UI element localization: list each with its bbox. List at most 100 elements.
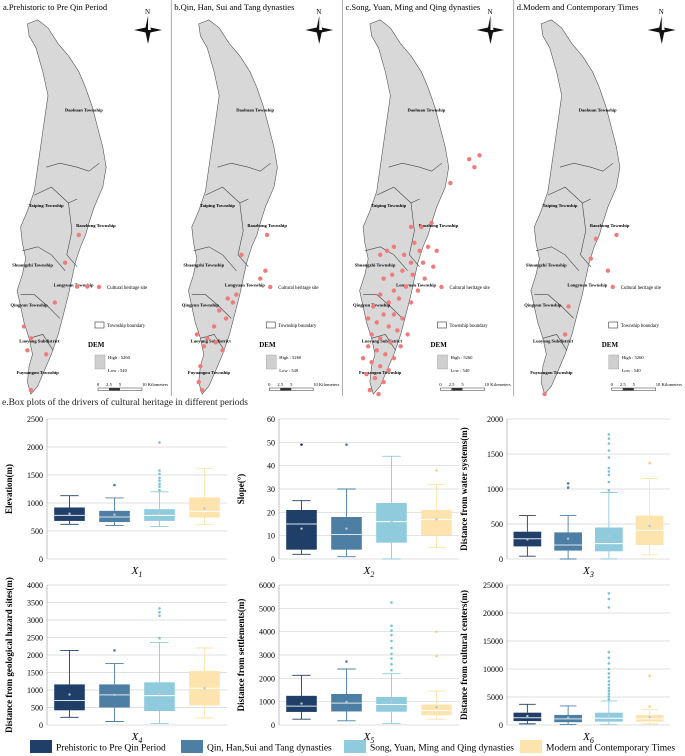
township-boundary-line — [66, 202, 78, 267]
legend-swatch — [344, 740, 366, 753]
y-tick-label: 50 — [267, 438, 275, 447]
outlier-point — [158, 636, 161, 640]
heritage-site-marker — [477, 153, 482, 158]
outlier-point — [607, 689, 611, 693]
township-label: Fuyuangou Township — [359, 370, 402, 375]
scale-tick-label: 10 Kilometers — [313, 382, 339, 387]
heritage-site-marker — [44, 352, 49, 357]
scale-tick-label: 2.5 — [449, 382, 455, 387]
heritage-site-marker — [386, 324, 391, 329]
township-label: Longyuan Township — [567, 283, 607, 288]
outlier-point — [607, 683, 611, 686]
township-label: Luoyang Subdistrict — [19, 338, 60, 343]
township-label: Qingyun Township — [524, 303, 562, 308]
outlier-point — [607, 597, 611, 601]
box-4 — [189, 647, 220, 719]
outlier-point — [158, 485, 161, 489]
x-axis-label: X4 — [131, 731, 143, 745]
township-label: Baozhong Township — [247, 223, 287, 228]
outlier-point — [607, 662, 611, 665]
y-tick-label: 3500 — [27, 599, 43, 608]
outlier-point — [158, 482, 161, 486]
heritage-site-marker — [376, 391, 381, 397]
outlier-point — [607, 606, 611, 609]
box-iqr — [54, 684, 85, 711]
boxplot-X3: 0 500 1000 1500 2000 Distance from water syst… — [459, 415, 670, 579]
box-2 — [554, 482, 582, 560]
township-label: Daohuan Township — [65, 107, 103, 112]
y-tick-label: 10000 — [483, 665, 503, 674]
mean-marker — [300, 702, 303, 705]
heritage-site-marker — [391, 356, 397, 361]
heritage-site-marker — [62, 260, 68, 265]
scale-tick-label: 0 — [439, 382, 442, 387]
outlier-point — [607, 489, 611, 492]
box-4 — [635, 461, 664, 556]
dem-ramp — [266, 354, 277, 370]
heritage-site-marker — [398, 344, 403, 349]
township-label: Luoyang Subdistrict — [191, 338, 232, 343]
box-1 — [286, 674, 317, 720]
heritage-site-marker — [467, 157, 472, 162]
heritage-site-marker — [378, 252, 383, 257]
heritage-site-marker — [369, 332, 374, 337]
legend-boundary-label: Township boundary — [450, 324, 489, 329]
township-boundary-line — [388, 162, 442, 172]
outlier-point — [435, 630, 438, 633]
outlier-point — [607, 473, 611, 477]
township-boundary-line — [363, 294, 403, 319]
y-tick-label: 0 — [499, 721, 503, 730]
outlier-point — [607, 433, 611, 436]
mean-marker — [648, 524, 651, 528]
township-label: Baozhong Township — [590, 223, 630, 228]
heritage-site-marker — [605, 268, 611, 273]
box-3 — [144, 607, 175, 725]
legend-site-symbol — [96, 284, 102, 290]
heritage-site-marker — [383, 352, 388, 357]
mean-marker — [390, 520, 393, 523]
township-label: Qingyun Township — [11, 303, 49, 308]
scale-tick-label: 2.5 — [277, 382, 283, 387]
box-2 — [554, 705, 582, 725]
y-tick-label: 0 — [39, 721, 43, 730]
heritage-site-marker — [220, 348, 225, 353]
box-2 — [99, 483, 130, 526]
heritage-site-marker — [367, 387, 373, 393]
heritage-site-marker — [378, 336, 383, 341]
heritage-site-marker — [415, 288, 421, 293]
township-label: Shuangzhi Township — [355, 263, 396, 268]
box-iqr — [144, 682, 175, 711]
heritage-site-marker — [431, 264, 436, 269]
boxplot-X6: 0 5000 10000 15000 20000 25000 Distance from c… — [459, 581, 670, 745]
mean-marker — [607, 534, 611, 538]
y-tick-label: 3000 — [259, 651, 275, 660]
township-boundary-line — [237, 202, 249, 267]
township-boundary-line — [542, 334, 568, 351]
heritage-site-marker — [85, 284, 90, 289]
y-tick-label: 30 — [267, 485, 275, 494]
heritage-site-marker — [225, 296, 230, 301]
outlier-point — [566, 482, 570, 485]
outlier-point — [390, 624, 393, 628]
outlier-point — [607, 466, 611, 470]
y-tick-label: 1000 — [27, 499, 43, 508]
township-boundary-line — [534, 294, 574, 319]
township-label: Baozhong Township — [76, 223, 116, 228]
heritage-site-marker — [410, 272, 415, 277]
outlier-point — [607, 456, 611, 459]
y-tick-label: 5000 — [487, 693, 503, 702]
y-tick-label: 1500 — [27, 669, 43, 678]
mean-marker — [68, 693, 71, 696]
legend-boundary-label: Township boundary — [278, 324, 317, 329]
outlier-point — [435, 654, 438, 658]
heritage-site-marker — [234, 292, 239, 297]
heritage-site-marker — [391, 288, 397, 293]
legend-label: Song, Yuan, Ming and Qing dynasties — [370, 744, 514, 754]
y-axis-label: Distance from cultural centers(m) — [459, 590, 469, 720]
legend-label: Qin, Han,Sui and Tang dynasties — [207, 744, 332, 754]
heritage-site-marker — [588, 256, 593, 261]
township-label: Daohuan Township — [407, 107, 445, 112]
mean-marker — [113, 693, 116, 697]
box-1 — [286, 443, 317, 555]
township-boundary-line — [29, 334, 54, 351]
